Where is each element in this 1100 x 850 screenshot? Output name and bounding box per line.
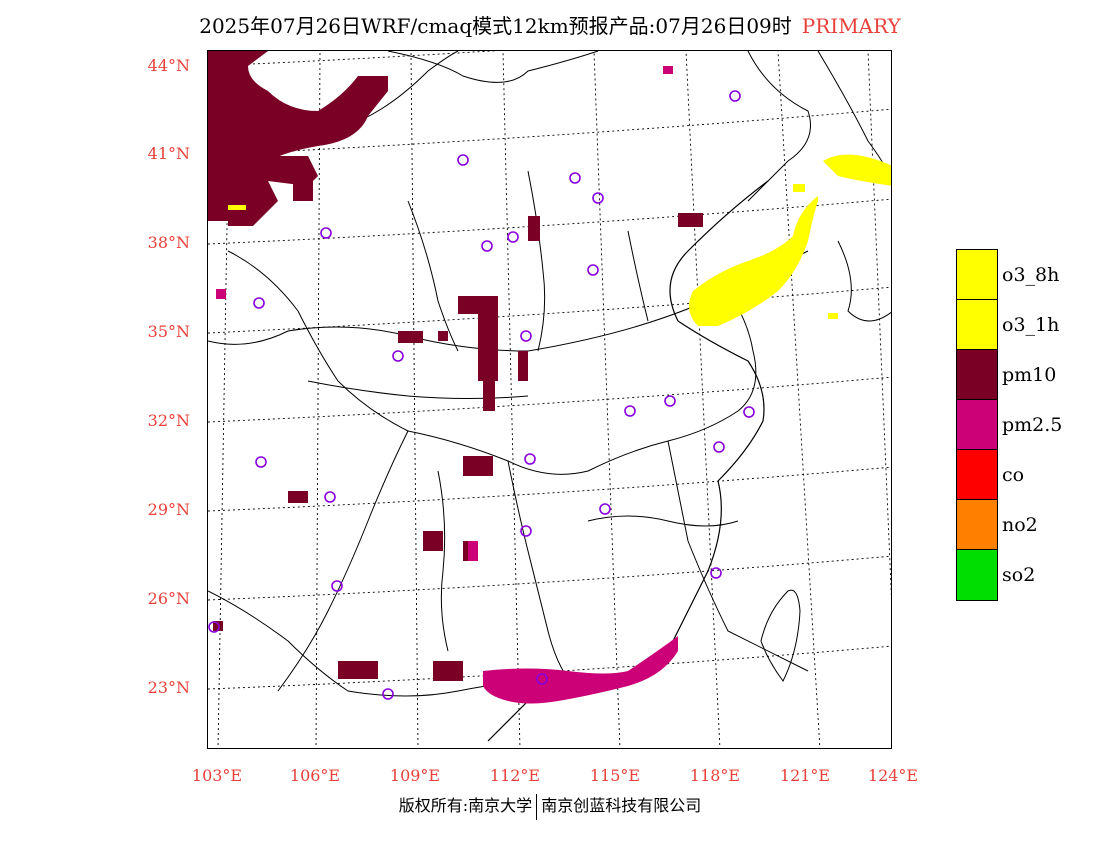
copyright-footer: 版权所有:南京大学 南京创蓝科技有限公司 bbox=[0, 792, 1100, 820]
lat-label-26: 26°N bbox=[147, 589, 190, 608]
lat-label-29: 29°N bbox=[147, 500, 190, 519]
station-markers bbox=[208, 90, 755, 700]
lon-label-103: 103°E bbox=[191, 766, 243, 785]
legend-swatch-no2 bbox=[957, 500, 997, 550]
lon-label-121: 121°E bbox=[779, 766, 831, 785]
legend-label-so2: so2 bbox=[1002, 564, 1036, 586]
copyright-left: 版权所有:南京大学 bbox=[398, 796, 533, 815]
lon-label-115: 115°E bbox=[589, 766, 641, 785]
lon-label-106: 106°E bbox=[289, 766, 341, 785]
province-boundaries bbox=[208, 51, 891, 742]
lat-label-38: 38°N bbox=[147, 233, 190, 252]
legend-swatch-pm10 bbox=[957, 350, 997, 400]
lon-label-118: 118°E bbox=[689, 766, 741, 785]
lat-label-44: 44°N bbox=[147, 56, 190, 75]
map-panel[interactable] bbox=[207, 50, 892, 749]
footer-divider bbox=[536, 793, 538, 820]
lon-label-124: 124°E bbox=[867, 766, 919, 785]
lon-label-112: 112°E bbox=[489, 766, 541, 785]
pm25-field bbox=[216, 66, 678, 704]
legend-swatch-so2 bbox=[957, 550, 997, 600]
pm10-field bbox=[208, 51, 703, 681]
lat-label-35: 35°N bbox=[147, 322, 190, 341]
legend-label-o3-8h: o3_8h bbox=[1002, 264, 1060, 286]
legend bbox=[956, 249, 998, 601]
map-svg bbox=[208, 51, 891, 748]
legend-label-pm10: pm10 bbox=[1002, 364, 1057, 386]
lon-label-109: 109°E bbox=[389, 766, 441, 785]
legend-label-o3-1h: o3_1h bbox=[1002, 314, 1060, 336]
legend-swatch-pm25 bbox=[957, 400, 997, 450]
title-text: 2025年07月26日WRF/cmaq模式12km预报产品:07月26日09时 bbox=[199, 14, 792, 38]
o3-field bbox=[228, 154, 891, 326]
legend-swatch-co bbox=[957, 450, 997, 500]
legend-label-no2: no2 bbox=[1002, 514, 1038, 536]
legend-label-co: co bbox=[1002, 464, 1025, 486]
lat-label-41: 41°N bbox=[147, 144, 190, 163]
copyright-right: 南京创蓝科技有限公司 bbox=[541, 796, 702, 815]
primary-tag: PRIMARY bbox=[801, 14, 901, 38]
legend-label-pm25: pm2.5 bbox=[1002, 414, 1063, 436]
page-title: 2025年07月26日WRF/cmaq模式12km预报产品:07月26日09时 P… bbox=[0, 10, 1100, 39]
graticule bbox=[208, 51, 891, 748]
legend-swatch-o3-8h bbox=[957, 250, 997, 300]
lat-label-32: 32°N bbox=[147, 411, 190, 430]
lat-label-23: 23°N bbox=[147, 678, 190, 697]
legend-swatch-o3-1h bbox=[957, 300, 997, 350]
